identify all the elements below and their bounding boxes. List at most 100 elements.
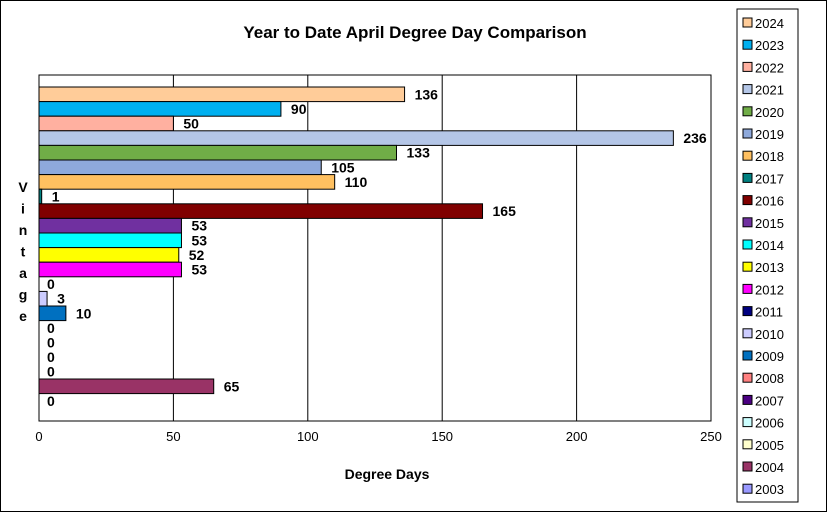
x-axis-label: Degree Days: [345, 466, 430, 482]
legend-swatch-2010: [742, 328, 753, 339]
y-axis-label-letter: n: [19, 222, 28, 238]
bar-2010: [38, 290, 48, 307]
legend-label-2008: 2008: [755, 371, 784, 386]
data-label-2014: 53: [191, 232, 207, 248]
data-label-2005: 0: [47, 364, 55, 380]
x-tick-label: 100: [297, 429, 319, 444]
data-label-2020: 133: [407, 145, 431, 161]
legend-label-2023: 2023: [755, 38, 784, 53]
legend-label-2006: 2006: [755, 416, 784, 431]
legend: 2024 2023 2022 2021 2020 2019 2018 2017 2016 2015…: [736, 8, 799, 503]
legend-label-2017: 2017: [755, 171, 784, 186]
data-label-2009: 10: [76, 305, 92, 321]
legend-label-2019: 2019: [755, 127, 784, 142]
data-label-2010: 3: [57, 291, 65, 307]
data-label-2013: 52: [189, 247, 205, 263]
bar-2018: [38, 174, 336, 190]
x-tick-label: 200: [566, 429, 588, 444]
bar-2021: [38, 130, 674, 146]
legend-swatch-2006: [742, 417, 753, 428]
data-label-2024: 136: [415, 86, 439, 102]
legend-swatch-2020: [742, 106, 753, 117]
bar-2015: [38, 217, 182, 234]
legend-label-2013: 2013: [755, 260, 784, 275]
legend-label-2009: 2009: [755, 349, 784, 364]
legend-swatch-2009: [742, 350, 753, 361]
bar-2016: [38, 203, 484, 219]
legend-label-2018: 2018: [755, 149, 784, 164]
legend-label-2016: 2016: [755, 194, 784, 209]
data-label-2011: 0: [47, 276, 55, 292]
data-label-2006: 0: [47, 349, 55, 365]
data-label-2017: 1: [52, 189, 60, 205]
bar-2017: [38, 188, 43, 205]
data-labels: 1369050236133105110116553535253031000006…: [47, 86, 707, 409]
data-label-2007: 0: [47, 335, 55, 351]
y-axis-label-letter: t: [21, 244, 26, 260]
legend-swatch-2012: [742, 283, 753, 294]
legend-swatch-2023: [742, 39, 753, 50]
y-axis-label-letter: g: [19, 287, 28, 303]
legend-swatch-2008: [742, 372, 753, 383]
data-label-2015: 53: [191, 218, 207, 234]
legend-swatch-2007: [742, 394, 753, 405]
legend-swatch-2014: [742, 239, 753, 250]
y-axis-label-letter: a: [19, 265, 27, 281]
bar-2012: [38, 261, 182, 278]
legend-swatch-2021: [742, 84, 753, 95]
x-tick-label: 150: [431, 429, 453, 444]
chart-title: Year to Date April Degree Day Comparison: [243, 23, 586, 42]
data-label-2016: 165: [493, 203, 517, 219]
bar-2014: [38, 232, 182, 249]
data-label-2018: 110: [345, 174, 368, 190]
y-axis-label-letter: V: [18, 179, 28, 195]
legend-swatch-2017: [742, 172, 753, 183]
legend-label-2020: 2020: [755, 105, 784, 120]
legend-swatch-2003: [742, 483, 753, 494]
x-tick-label: 250: [700, 429, 722, 444]
legend-label-2014: 2014: [755, 238, 784, 253]
bar-2022: [38, 115, 174, 132]
legend-label-2022: 2022: [755, 60, 784, 75]
legend-label-2012: 2012: [755, 282, 784, 297]
legend-label-2003: 2003: [755, 482, 784, 497]
bars: [38, 86, 674, 395]
legend-label-2011: 2011: [755, 305, 783, 320]
x-tick-label: 0: [35, 429, 42, 444]
y-axis-label-letter: e: [19, 308, 27, 324]
data-label-2004: 65: [224, 378, 240, 394]
y-axis-label-letter: i: [21, 201, 25, 217]
data-label-2012: 53: [191, 262, 207, 278]
legend-label-2010: 2010: [755, 327, 784, 342]
legend-label-2021: 2021: [755, 83, 784, 98]
legend-label-2015: 2015: [755, 216, 784, 231]
bar-2020: [38, 144, 398, 161]
bar-2004: [38, 378, 215, 395]
bar-2019: [38, 159, 322, 176]
data-label-2019: 105: [331, 159, 355, 175]
data-label-2003: 0: [47, 393, 55, 409]
data-label-2023: 90: [291, 101, 307, 117]
legend-label-2007: 2007: [755, 393, 784, 408]
bar-2013: [38, 247, 180, 263]
legend-label-2024: 2024: [755, 16, 784, 31]
legend-swatch-2013: [742, 261, 753, 272]
legend-swatch-2022: [742, 61, 753, 72]
legend-swatch-2024: [742, 17, 753, 28]
legend-swatch-2018: [742, 150, 753, 161]
bar-2024: [38, 86, 406, 103]
legend-swatch-2015: [742, 217, 753, 228]
x-tick-label: 50: [166, 429, 180, 444]
bar-2009: [38, 305, 67, 322]
data-label-2008: 0: [47, 320, 55, 336]
data-label-2022: 50: [183, 116, 199, 132]
data-label-2021: 236: [683, 130, 707, 146]
x-tick-labels: 0 50 100 150 200 250: [35, 429, 721, 444]
legend-swatch-2019: [742, 128, 753, 139]
legend-swatch-2011: [742, 306, 753, 317]
legend-swatch-2004: [742, 461, 753, 472]
legend-swatch-2005: [742, 439, 753, 450]
